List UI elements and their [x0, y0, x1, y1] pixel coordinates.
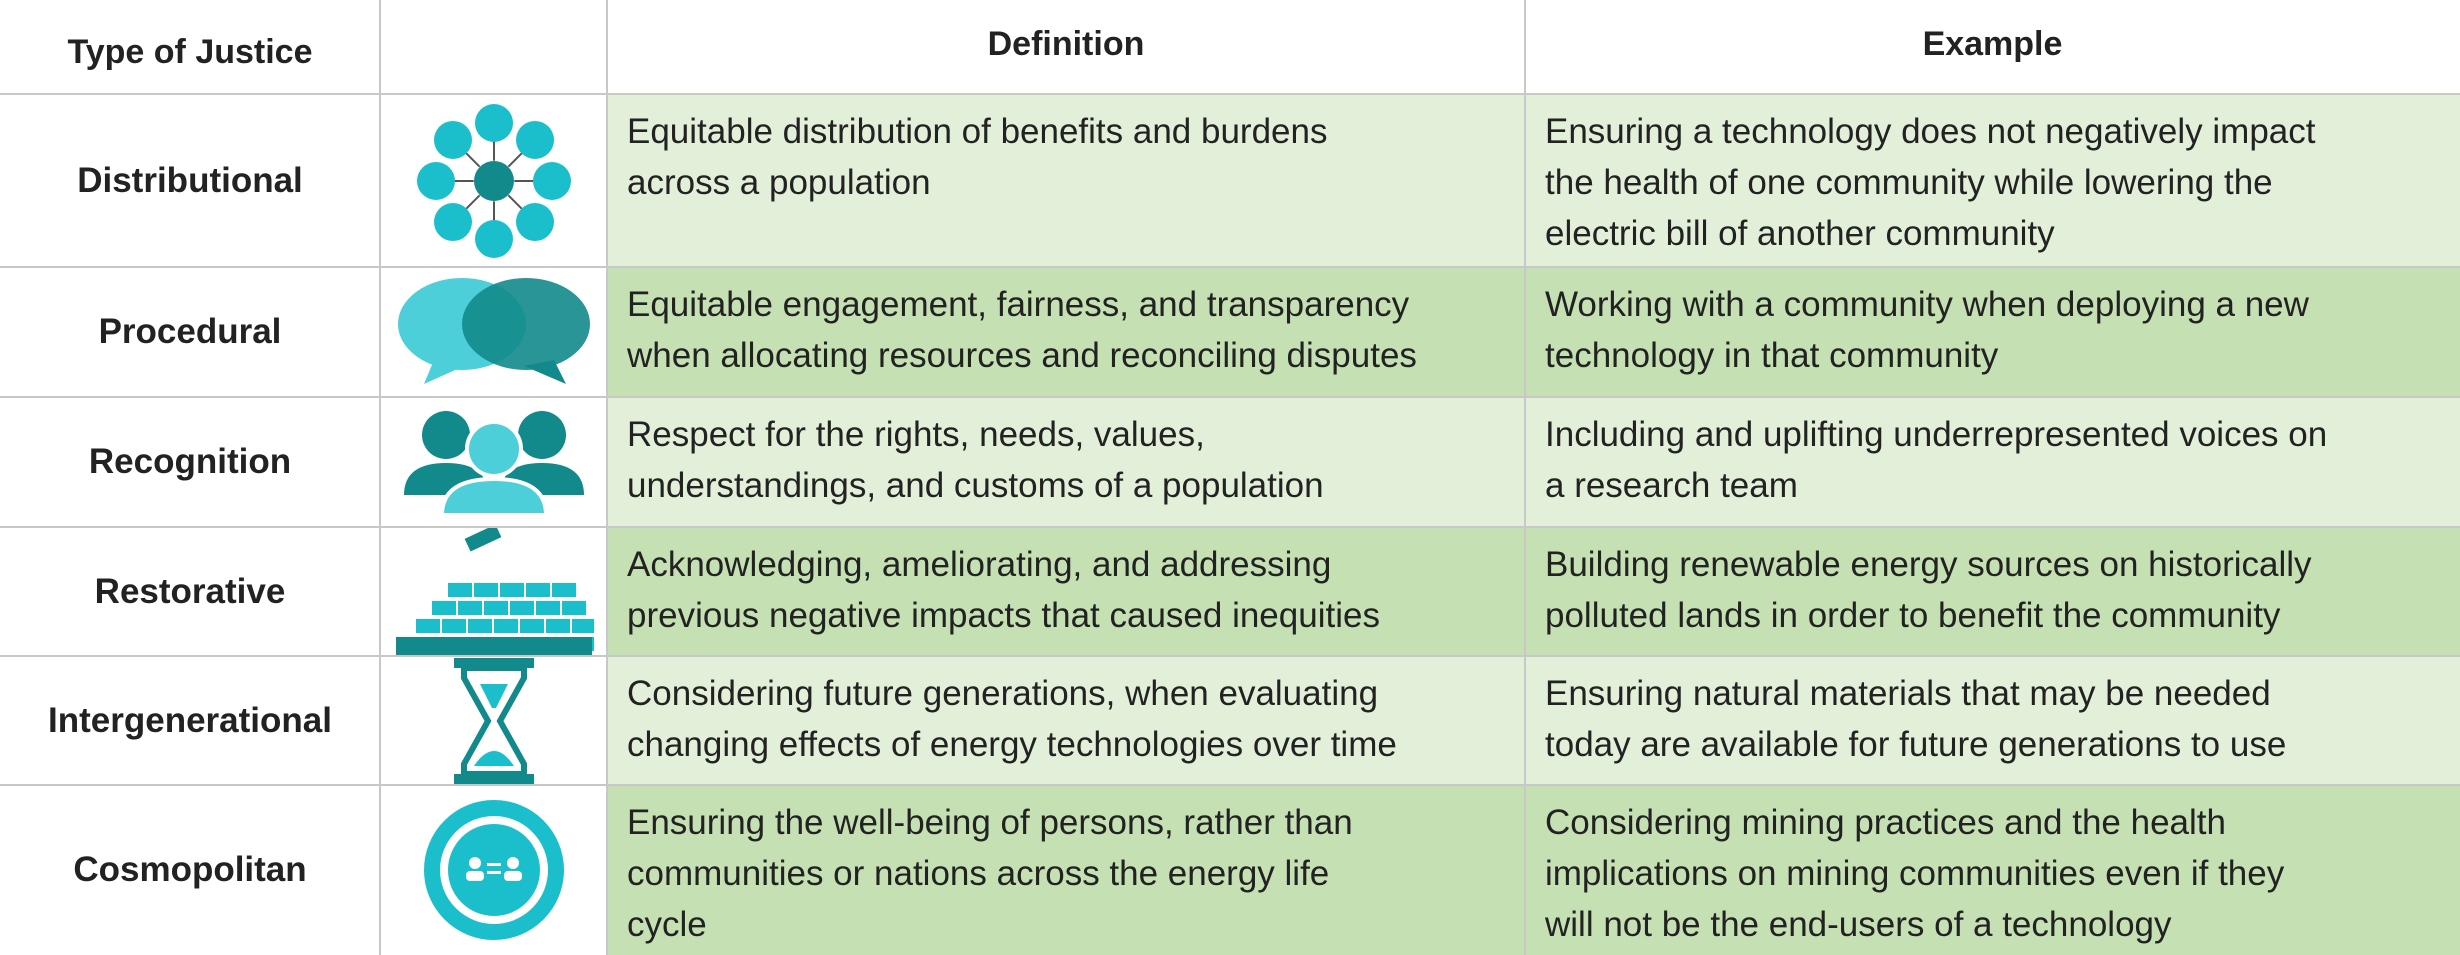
row-divider [0, 784, 2460, 786]
example-line: will not be the end-users of a technolog… [1545, 905, 2172, 944]
definition-line: Equitable engagement, fairness, and tran… [627, 285, 1410, 324]
row-icon [380, 526, 607, 656]
example-line: Working with a community when deploying … [1545, 285, 2309, 324]
row-icon [380, 397, 607, 527]
example-cell: Considering mining practices and the hea… [1525, 785, 2460, 955]
definition-line: cycle [627, 905, 707, 944]
example-cell: Building renewable energy sources on his… [1525, 527, 2460, 656]
example-cell: Including and uplifting underrepresented… [1525, 397, 2460, 527]
row-name: Cosmopolitan [73, 850, 307, 889]
row-icon [380, 656, 607, 785]
column-divider [606, 0, 608, 955]
header-type: Type of Justice [67, 32, 313, 71]
column-divider [1524, 0, 1526, 955]
header-definition: Definition [987, 24, 1145, 63]
example-line: Ensuring natural materials that may be n… [1545, 674, 2271, 713]
example-line: Considering mining practices and the hea… [1545, 803, 2226, 842]
example-line: implications on mining communities even … [1545, 854, 2285, 893]
definition-line: understandings, and customs of a populat… [627, 466, 1324, 505]
definition-cell: Equitable distribution of benefits and b… [607, 94, 1525, 267]
row-name: Recognition [88, 442, 292, 481]
definition-cell: Equitable engagement, fairness, and tran… [607, 267, 1525, 397]
definition-cell: Respect for the rights, needs, values, un… [607, 397, 1525, 527]
definition-line: previous negative impacts that caused in… [627, 596, 1380, 635]
definition-line: Equitable distribution of benefits and b… [627, 112, 1328, 151]
row-icon [380, 785, 607, 955]
definition-line: Respect for the rights, needs, values, [627, 415, 1205, 454]
example-cell: Working with a community when deploying … [1525, 267, 2460, 397]
definition-line: communities or nations across the energy… [627, 854, 1330, 893]
definition-cell: Acknowledging, ameliorating, and address… [607, 527, 1525, 656]
row-icon [380, 94, 607, 267]
row-divider [0, 655, 2460, 657]
row-divider [0, 93, 2460, 95]
example-line: today are available for future generatio… [1545, 725, 2287, 764]
definition-cell: Ensuring the well-being of persons, rath… [607, 785, 1525, 955]
example-cell: Ensuring natural materials that may be n… [1525, 656, 2460, 785]
row-name: Restorative [94, 571, 286, 611]
row-divider [0, 266, 2460, 268]
definition-line: across a population [627, 163, 931, 202]
row-name: Intergenerational [48, 700, 332, 740]
header-example: Example [1922, 24, 2063, 63]
example-line: polluted lands in order to benefit the c… [1545, 596, 2281, 635]
definition-line: changing effects of energy technologies … [627, 725, 1397, 764]
example-line: the health of one community while loweri… [1545, 163, 2273, 202]
row-divider [0, 526, 2460, 528]
definition-line: Ensuring the well-being of persons, rath… [627, 803, 1353, 842]
row-icon [380, 267, 607, 397]
example-line: technology in that community [1545, 336, 1999, 375]
definition-cell: Considering future generations, when eva… [607, 656, 1525, 785]
row-name: Distributional [77, 160, 303, 200]
example-line: electric bill of another community [1545, 214, 2055, 253]
example-line: a research team [1545, 466, 1798, 505]
example-cell: Ensuring a technology does not negativel… [1525, 94, 2460, 267]
definition-line: Acknowledging, ameliorating, and address… [627, 545, 1332, 584]
column-divider [379, 0, 381, 955]
example-line: Building renewable energy sources on his… [1545, 545, 2312, 584]
definition-line: Considering future generations, when eva… [627, 674, 1379, 713]
example-line: Including and uplifting underrepresented… [1545, 415, 2328, 454]
row-divider [0, 396, 2460, 398]
example-line: Ensuring a technology does not negativel… [1545, 112, 2316, 151]
row-name: Procedural [98, 312, 282, 351]
definition-line: when allocating resources and reconcilin… [627, 336, 1417, 375]
